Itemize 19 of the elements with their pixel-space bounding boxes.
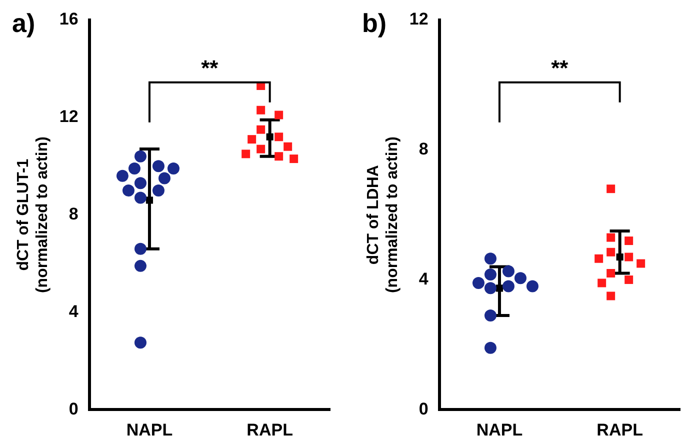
y-tick-label: 4 — [418, 269, 429, 288]
y-tick-label: 0 — [418, 399, 428, 418]
x-tick-label: RAPL — [246, 420, 293, 440]
y-tick-label: 8 — [418, 140, 428, 159]
chart-title: a) — [12, 8, 36, 39]
annotation: ** — [201, 55, 219, 80]
y-tick-label: 12 — [409, 10, 428, 29]
x-tick-label: NAPL — [126, 420, 173, 440]
y-axis-title: dCT of LDHA (normalized to actin) — [365, 136, 402, 294]
y-tick-label: 0 — [68, 399, 78, 418]
y-tick-label: 12 — [59, 107, 78, 126]
y-tick-label: 16 — [59, 10, 78, 29]
y-axis-title: dCT of GLUT-1 (normalized to actin) — [15, 136, 52, 294]
x-tick-label: NAPL — [476, 420, 523, 440]
annotation: ** — [551, 55, 569, 80]
x-tick-label: RAPL — [596, 420, 643, 440]
chart-title: b) — [362, 8, 387, 39]
y-tick-label: 8 — [68, 204, 78, 224]
y-tick-label: 4 — [68, 302, 79, 321]
